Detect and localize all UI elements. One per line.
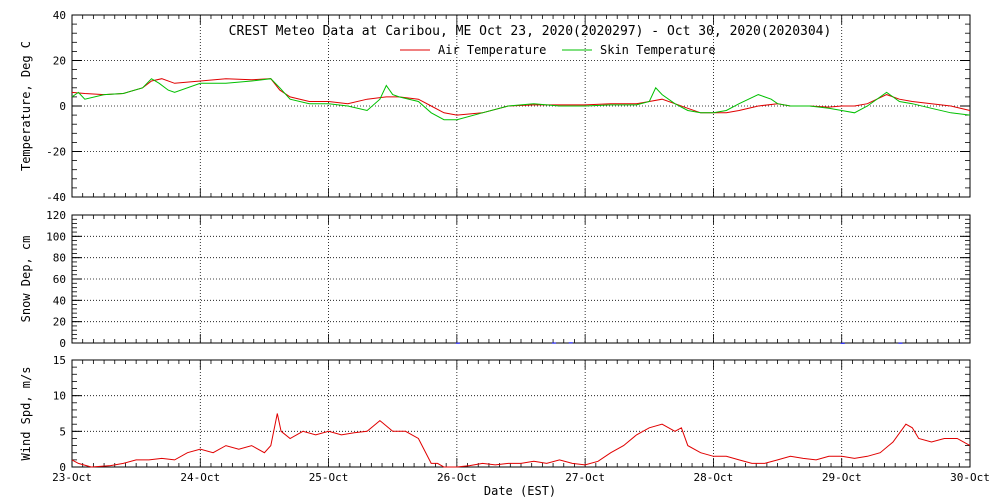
y-axis-label: Temperature, Deg C xyxy=(19,41,33,171)
y-tick-label: 40 xyxy=(53,294,66,307)
y-tick-label: 20 xyxy=(53,55,66,68)
x-tick-label: 28-Oct xyxy=(694,471,734,484)
y-tick-label: 0 xyxy=(59,100,66,113)
air-temperature-series xyxy=(71,78,971,116)
snow-depth-bar xyxy=(898,342,903,344)
plot-frame xyxy=(71,214,971,344)
chart-title: CREST Meteo Data at Caribou, ME Oct 23, … xyxy=(229,24,832,39)
y-tick-label: 40 xyxy=(53,9,66,22)
snow-depth-panel: 0 20 40 60 80 100 120 Snow Dep, cm xyxy=(19,209,971,350)
legend-label: Skin Temperature xyxy=(600,43,716,57)
y-tick-label: -20 xyxy=(46,146,66,159)
y-tick-label: 20 xyxy=(53,316,66,329)
y-axis-label: Wind Spd, m/s xyxy=(19,367,33,461)
snow-depth-bar xyxy=(568,342,573,344)
x-tick-label: 29-Oct xyxy=(822,471,862,484)
y-tick-label: 60 xyxy=(53,273,66,286)
x-tick-label: 30-Oct xyxy=(950,471,990,484)
snow-depth-bar xyxy=(552,342,557,344)
x-tick-label: 23-Oct xyxy=(52,471,92,484)
x-tick-label: 27-Oct xyxy=(565,471,605,484)
y-tick-label: 0 xyxy=(59,461,66,474)
y-tick-label: 0 xyxy=(59,337,66,350)
y-tick-label: -40 xyxy=(46,191,66,204)
y-axis-label: Snow Dep, cm xyxy=(19,236,33,323)
y-tick-label: 10 xyxy=(53,390,66,403)
wind-speed-series xyxy=(71,413,971,468)
x-tick-label: 24-Oct xyxy=(180,471,220,484)
y-tick-label: 15 xyxy=(53,354,66,367)
wind-speed-panel: 0 5 10 15 Wind Spd, m/s 23-Oct 24-Oct 25-Oct 26-… xyxy=(19,354,990,484)
y-tick-label: 120 xyxy=(46,209,66,222)
legend-label: Air Temperature xyxy=(438,43,546,57)
x-tick-label: 26-Oct xyxy=(437,471,477,484)
x-axis-label: Date (EST) xyxy=(484,484,556,498)
y-tick-label: 5 xyxy=(59,425,66,438)
x-tick-label: 25-Oct xyxy=(309,471,349,484)
temperature-panel: -40 -20 0 20 40 Temperature, Deg C Air Tempera… xyxy=(19,9,971,204)
y-tick-label: 100 xyxy=(46,230,66,243)
snow-depth-bar xyxy=(840,342,845,344)
snow-depth-bar xyxy=(455,342,460,344)
skin-temperature-series xyxy=(71,78,971,121)
y-tick-label: 80 xyxy=(53,252,66,265)
